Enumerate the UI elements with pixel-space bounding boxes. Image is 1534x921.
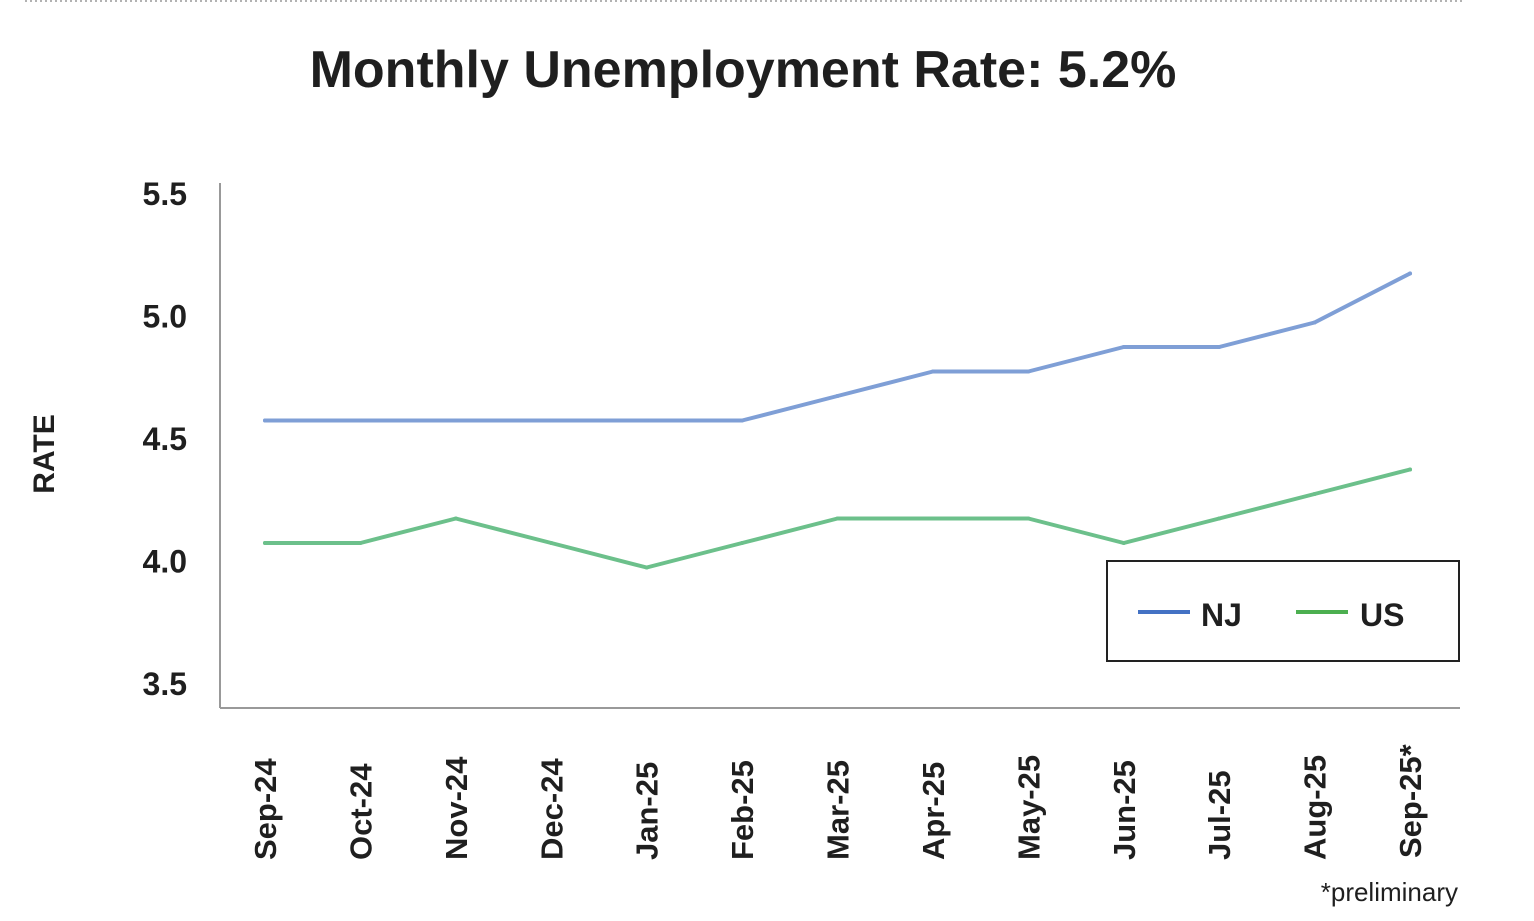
data-point-us (835, 516, 840, 521)
data-point-nj (1217, 345, 1222, 349)
series-line-nj (263, 271, 1412, 423)
legend-nj-label: NJ (1201, 597, 1242, 633)
y-tick-label: 5.0 (143, 299, 187, 335)
data-point-nj (549, 418, 554, 423)
data-point-nj (263, 418, 267, 423)
data-point-us (358, 541, 363, 545)
x-tick-label: Nov-24 (439, 756, 474, 860)
data-point-nj (1312, 320, 1317, 325)
x-tick-label: Jul-25 (1202, 770, 1237, 860)
data-point-us (263, 541, 267, 545)
data-point-nj (644, 418, 649, 423)
footnote: *preliminary (1321, 877, 1458, 907)
data-point-nj (1026, 369, 1031, 374)
data-point-nj (835, 394, 840, 398)
data-point-us (930, 516, 935, 521)
x-tick-label: Oct-24 (343, 763, 378, 860)
data-point-nj (453, 418, 458, 423)
x-tick-label: Jan-25 (630, 762, 665, 860)
x-tick-label: Mar-25 (821, 760, 856, 860)
x-tick-label: Feb-25 (725, 760, 760, 860)
data-point-us (1217, 516, 1222, 521)
legend: NJ US (1106, 560, 1460, 662)
x-tick-label: Sep-25* (1393, 743, 1428, 858)
x-tick-label: Sep-24 (248, 758, 283, 860)
x-tick-label: Apr-25 (916, 762, 951, 860)
y-tick-label: 4.5 (143, 421, 187, 457)
data-point-us (1121, 541, 1126, 545)
data-point-nj (740, 418, 745, 423)
x-tick-label: Aug-25 (1298, 755, 1333, 860)
x-tick-label: Dec-24 (534, 758, 569, 860)
y-tick-label: 4.0 (143, 544, 187, 580)
data-point-us (453, 516, 458, 521)
data-point-us (1408, 467, 1412, 472)
y-tick-label: 5.5 (143, 176, 187, 212)
x-tick-label: May-25 (1011, 755, 1046, 860)
chart-title: Monthly Unemployment Rate: 5.2% (310, 41, 1177, 99)
data-point-nj (930, 369, 935, 374)
x-tick-label: Jun-25 (1107, 760, 1142, 860)
y-tick-label: 3.5 (143, 666, 187, 702)
legend-us-label: US (1360, 597, 1404, 633)
data-point-nj (1121, 345, 1126, 349)
data-point-us (740, 541, 745, 545)
data-point-us (549, 541, 554, 545)
data-point-us (644, 565, 649, 570)
data-point-us (1026, 516, 1031, 521)
y-axis-label: RATE (28, 414, 61, 493)
data-point-nj (1408, 271, 1412, 276)
data-point-nj (358, 418, 363, 423)
data-point-us (1312, 492, 1317, 496)
